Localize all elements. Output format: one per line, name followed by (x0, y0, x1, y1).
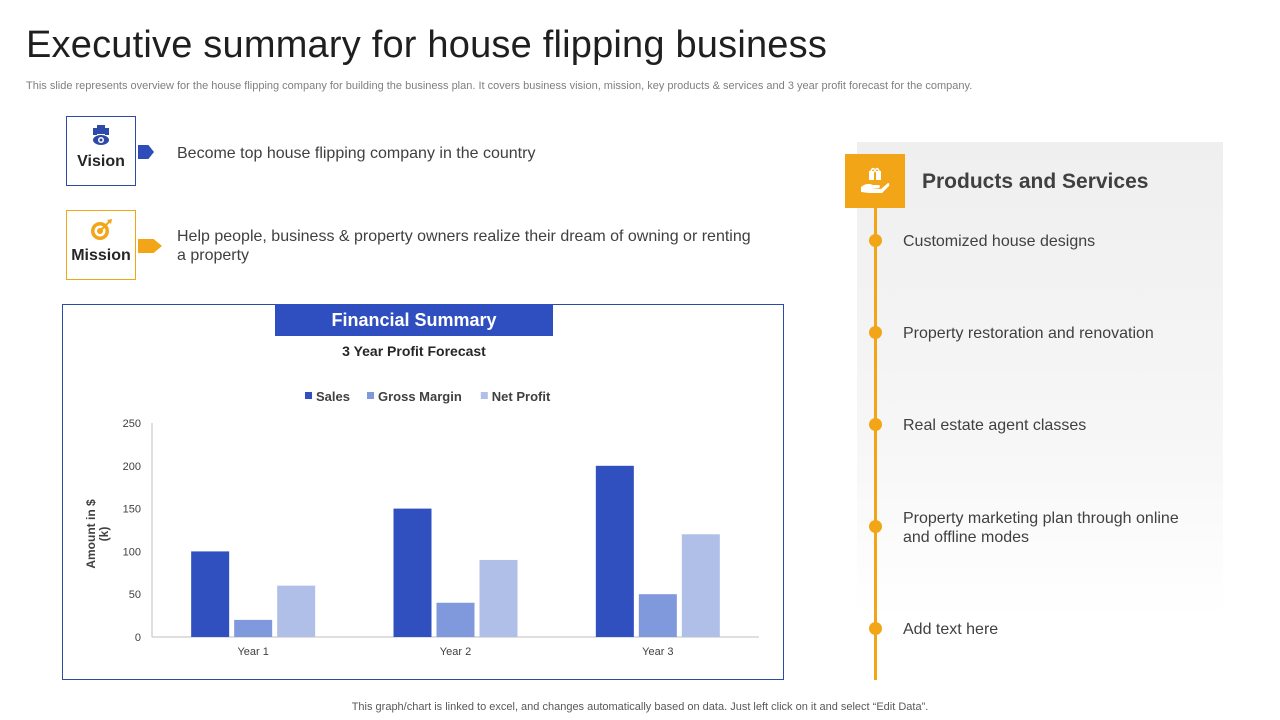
financial-summary-header: Financial Summary (275, 304, 553, 336)
bar (234, 619, 273, 637)
products-panel (857, 142, 1223, 618)
bar (595, 465, 634, 637)
y-tick-label: 0 (135, 632, 141, 644)
product-item: Add text here (903, 621, 999, 638)
product-item: Customized house designs (903, 233, 1096, 250)
mission-label: Mission (71, 247, 131, 264)
legend-label: Sales (316, 389, 350, 404)
vision-text: Become top house flipping company in the… (177, 145, 536, 162)
chart-title: 3 Year Profit Forecast (342, 343, 486, 359)
timeline-dot (869, 622, 882, 635)
target-icon (88, 217, 114, 243)
bar (277, 585, 316, 637)
product-item: Property marketing plan through online a… (903, 510, 1179, 546)
timeline-dot (869, 326, 882, 339)
vision-box: Vision (66, 116, 136, 186)
products-timeline (874, 208, 877, 680)
legend-label: Net Profit (492, 389, 551, 404)
timeline-dot (869, 234, 882, 247)
timeline-dot (869, 520, 882, 533)
financial-summary-panel[interactable]: Financial Summary 3 Year Profit Forecast… (62, 304, 784, 680)
y-tick-label: 250 (123, 418, 141, 430)
products-title: Products and Services (922, 170, 1149, 193)
bar (479, 559, 518, 637)
bar (681, 534, 720, 637)
product-item: Real estate agent classes (903, 417, 1087, 434)
x-tick-label: Year 2 (440, 646, 471, 658)
legend-swatch (367, 392, 374, 399)
y-axis-label: Amount in $(k) (84, 499, 111, 569)
product-item: Property restoration and renovation (903, 325, 1154, 342)
hand-gift-icon (845, 154, 905, 208)
profit-forecast-chart[interactable]: 3 Year Profit Forecast Sales Gross Margin N… (63, 305, 783, 679)
y-tick-label: 200 (123, 461, 141, 473)
mission-box: Mission (66, 210, 136, 280)
y-tick-label: 150 (123, 504, 141, 516)
legend-swatch (305, 392, 312, 399)
x-tick-label: Year 3 (642, 646, 673, 658)
mission-arrow (138, 239, 162, 253)
bar (638, 594, 677, 637)
y-tick-label: 100 (123, 546, 141, 558)
y-tick-label: 50 (129, 589, 141, 601)
bar (191, 551, 230, 637)
page-subtitle: This slide represents overview for the h… (26, 80, 973, 92)
vision-label: Vision (77, 153, 125, 170)
page-title: Executive summary for house flipping bus… (26, 24, 828, 66)
vision-icon (88, 123, 114, 149)
mission-text: Help people, business & property owners … (177, 228, 751, 264)
timeline-dot (869, 418, 882, 431)
bar (436, 602, 475, 637)
footer-note: This graph/chart is linked to excel, and… (351, 701, 929, 713)
legend-label: Gross Margin (378, 389, 462, 404)
vision-arrow (138, 145, 154, 159)
bar (393, 508, 432, 637)
legend-swatch (480, 392, 488, 399)
x-tick-label: Year 1 (237, 646, 268, 658)
